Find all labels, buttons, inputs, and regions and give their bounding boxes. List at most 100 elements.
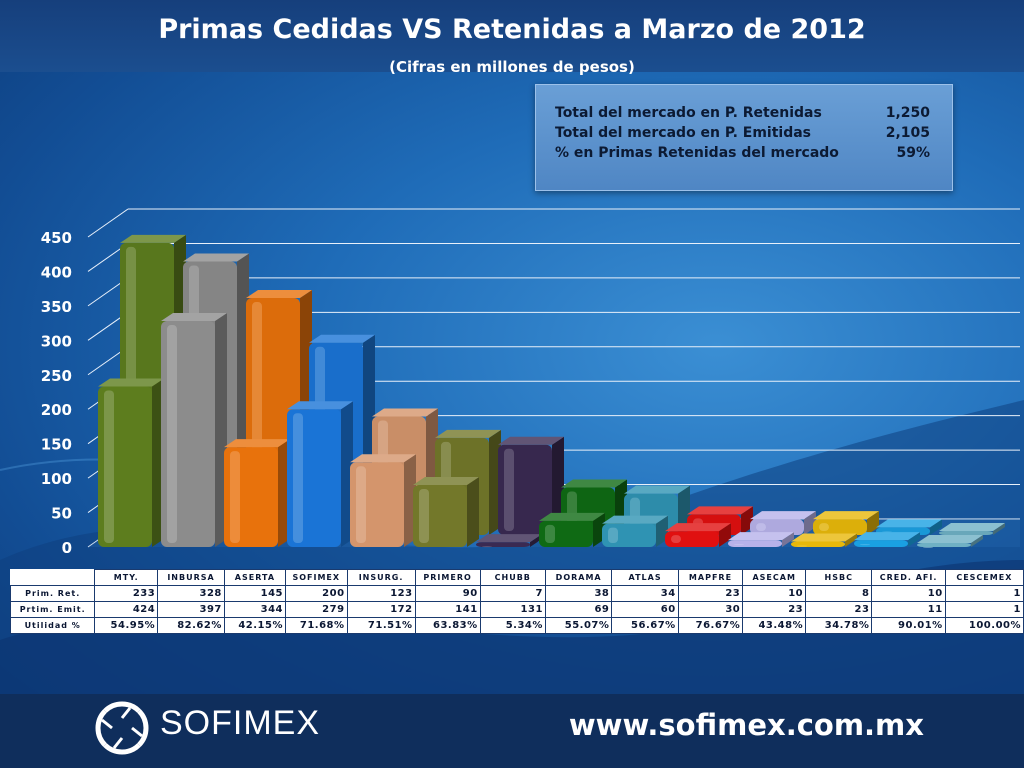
- bar-emitidas-top: [246, 290, 312, 299]
- summary-label: Total del mercado en P. Emitidas: [555, 125, 812, 141]
- bar-retenidas-highlight: [293, 413, 303, 543]
- table-header-cell: MTY.: [94, 569, 159, 586]
- bar-emitidas-top: [309, 334, 375, 343]
- bar-retenidas-side: [908, 532, 920, 547]
- bar-emitidas-top: [876, 519, 942, 528]
- table-header-row: MTY. INBURSA ASERTA SOFIMEX INSURG. PRIMERO CH…: [11, 569, 1024, 586]
- table-cell: 90.01%: [871, 617, 946, 634]
- bar-emitidas-top: [498, 436, 564, 445]
- table-cell: 38: [544, 585, 613, 602]
- bar-retenidas-side: [971, 535, 983, 547]
- website-link[interactable]: www.sofimex.com.mx: [568, 708, 924, 742]
- bar-retenidas-top: [476, 534, 542, 543]
- bar-retenidas-side: [845, 533, 857, 547]
- table-cell: 60: [611, 601, 679, 618]
- bar-retenidas-top: [98, 378, 164, 387]
- bar-retenidas-top: [350, 454, 416, 463]
- bar-retenidas-side: [467, 477, 479, 547]
- table-cell: 397: [157, 601, 225, 618]
- table-header-cell: MAPFRE: [677, 569, 744, 586]
- summary-label: Total del mercado en P. Retenidas: [555, 105, 822, 121]
- table-row-label: Prtim. Emit.: [9, 601, 96, 618]
- bar-retenidas-top: [665, 523, 731, 532]
- table-header-cell: HSBC: [805, 569, 873, 586]
- table-row-label: Prim. Ret.: [9, 585, 96, 602]
- table-cell: 123: [346, 585, 416, 602]
- bar-emitidas-top: [813, 511, 879, 520]
- bar-retenidas-highlight: [419, 489, 429, 543]
- bar-retenidas-highlight: [734, 544, 744, 546]
- table-row: Prim. Ret. 233 328 145 200 123 90 7 38 34 23 10 8 10 1: [9, 585, 1024, 602]
- table-cell: 69: [544, 601, 613, 618]
- table-row: Prtim. Emit. 424 397 344 279 172 141 131 69 60 30 2…: [9, 601, 1024, 618]
- bar-retenidas: [854, 540, 908, 547]
- table-cell: 8: [805, 585, 873, 602]
- table-cell: 34: [611, 585, 679, 602]
- summary-row: Total del mercado en P. Retenidas 1,250: [555, 105, 930, 127]
- gridline: [87, 208, 129, 238]
- table-cell: 42.15%: [223, 617, 286, 634]
- chart-subtitle: (Cifras en millones de pesos): [389, 58, 635, 76]
- bar-emitidas-side: [867, 511, 879, 535]
- table-header-cell: INSURG.: [346, 569, 416, 586]
- table-cell: 200: [284, 585, 348, 602]
- table-cell: 54.95%: [94, 617, 159, 634]
- bar-emitidas: [750, 519, 804, 535]
- bar-retenidas-top: [539, 512, 605, 521]
- summary-box: Total del mercado en P. Retenidas 1,250 …: [535, 84, 953, 191]
- table-cell: 344: [223, 601, 286, 618]
- bar-retenidas-top: [161, 313, 227, 322]
- table-cell: 7: [479, 585, 546, 602]
- bar-retenidas: [917, 543, 971, 547]
- bar-retenidas-highlight: [860, 544, 870, 546]
- table-cell: 10: [742, 585, 807, 602]
- y-tick-label: 50: [51, 505, 72, 523]
- data-table: MTY. INBURSA ASERTA SOFIMEX INSURG. PRIMERO CH…: [9, 569, 1024, 634]
- y-tick-label: 100: [41, 470, 72, 488]
- title-bar: [0, 0, 1024, 72]
- table-cell: 23: [805, 601, 873, 618]
- chart-title: Primas Cedidas VS Retenidas a Marzo de 2…: [158, 14, 866, 45]
- y-tick-label: 450: [41, 229, 72, 247]
- table-header-cell: ASERTA: [223, 569, 286, 586]
- table-cell: 71.51%: [346, 617, 416, 634]
- table-header-cell: CESCEMEX: [944, 569, 1024, 586]
- table-header-cell: SOFIMEX: [284, 569, 348, 586]
- bar-retenidas: [665, 531, 719, 547]
- table-cell: 233: [94, 585, 159, 602]
- bar-retenidas-highlight: [356, 466, 366, 543]
- table-header-cell: DORAMA: [544, 569, 613, 586]
- summary-row: % en Primas Retenidas del mercado 59%: [555, 145, 930, 167]
- bar-retenidas-top: [602, 515, 668, 524]
- table-header-cell: INBURSA: [157, 569, 225, 586]
- summary-label: % en Primas Retenidas del mercado: [555, 145, 839, 161]
- bar-emitidas-top: [687, 506, 753, 515]
- table-cell: 328: [157, 585, 225, 602]
- bar-retenidas: [476, 542, 530, 547]
- table-cell: 5.34%: [479, 617, 546, 634]
- summary-row: Total del mercado en P. Emitidas 2,105: [555, 125, 930, 147]
- table-cell: 11: [871, 601, 946, 618]
- y-tick-label: 250: [41, 367, 72, 385]
- table-cell: 76.67%: [677, 617, 744, 634]
- bar-emitidas: [939, 531, 993, 535]
- bar-emitidas-top: [183, 253, 249, 262]
- table-header-cell: ATLAS: [611, 569, 679, 586]
- bar-retenidas-highlight: [923, 547, 933, 548]
- y-tick-label: 400: [41, 263, 72, 281]
- table-cell: 131: [479, 601, 546, 618]
- table-header-cell: ASECAM: [742, 569, 807, 586]
- bar-emitidas-top: [435, 429, 501, 438]
- bar-emitidas-top: [561, 479, 627, 488]
- y-tick-label: 300: [41, 332, 72, 350]
- table-cell: 56.67%: [611, 617, 679, 634]
- table-cell: 1: [944, 601, 1024, 618]
- y-tick-label: 150: [41, 436, 72, 454]
- table-cell: 424: [94, 601, 159, 618]
- bar-retenidas-highlight: [671, 535, 681, 543]
- bar-retenidas-highlight: [797, 545, 807, 547]
- bar-emitidas-highlight: [756, 523, 766, 531]
- summary-value: 2,105: [885, 125, 930, 141]
- table-cell: 279: [284, 601, 348, 618]
